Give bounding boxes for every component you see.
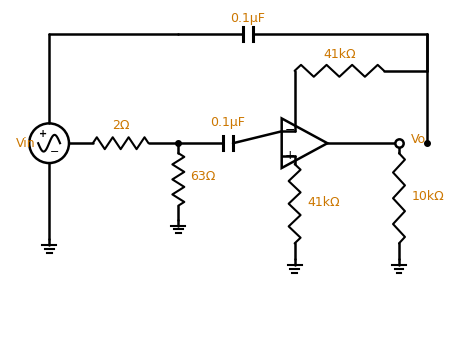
Text: +: + <box>39 129 47 139</box>
Text: 0.1μF: 0.1μF <box>211 116 245 129</box>
Text: −: − <box>284 124 295 137</box>
Text: −: − <box>50 147 59 157</box>
Text: 41kΩ: 41kΩ <box>323 48 356 61</box>
Text: 63Ω: 63Ω <box>190 170 216 184</box>
Text: +: + <box>284 149 295 162</box>
Text: Vin: Vin <box>15 137 35 150</box>
Text: 10kΩ: 10kΩ <box>412 190 444 203</box>
Text: 0.1μF: 0.1μF <box>231 12 265 25</box>
Text: 2Ω: 2Ω <box>112 119 130 132</box>
Text: Vo: Vo <box>411 133 426 146</box>
Text: 41kΩ: 41kΩ <box>307 196 340 209</box>
